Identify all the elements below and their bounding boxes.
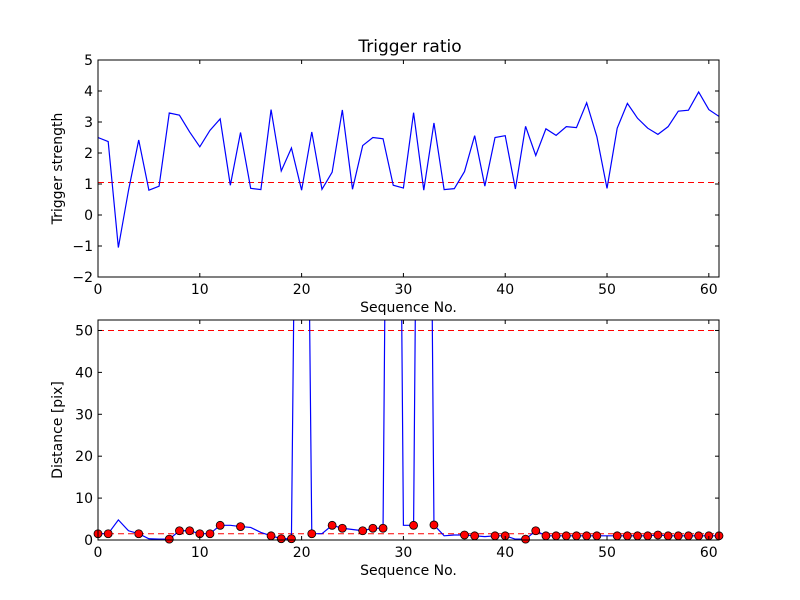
data-point [134, 529, 144, 539]
data-point [653, 530, 663, 540]
data-point [164, 534, 174, 544]
data-point [236, 522, 245, 531]
x-tick-label: 20 [293, 282, 311, 298]
bottom-plot: 0 10 20 30 40 50 60 0 10 20 30 40 50 Sequence No. Dist… [50, 319, 724, 579]
data-point [633, 531, 642, 541]
data-point [643, 531, 653, 541]
y-tick-label: 10 [75, 491, 93, 507]
x-axis-label: Sequence No. [360, 563, 457, 579]
axes-frame [97, 59, 720, 278]
data-point [205, 529, 215, 539]
data-point [185, 526, 195, 536]
data-point [103, 529, 113, 539]
x-tick-label: 20 [293, 545, 311, 561]
chart-title: Trigger ratio [357, 37, 461, 57]
data-point [337, 523, 347, 533]
data-point [592, 531, 602, 541]
y-tick-label: 2 [84, 146, 93, 162]
data-point [215, 520, 225, 530]
series-line [98, 90, 719, 248]
x-tick-label: 60 [700, 545, 718, 561]
data-point [327, 520, 337, 530]
plot-area [98, 320, 719, 540]
x-tick-label: 40 [496, 282, 514, 298]
data-point [429, 520, 439, 530]
x-tick-label: 50 [598, 282, 616, 298]
y-tick-label: 20 [75, 449, 93, 465]
data-point [490, 531, 500, 541]
y-tick-label: 4 [84, 84, 93, 100]
data-point [409, 520, 418, 530]
y-tick-label: 3 [84, 115, 93, 131]
x-tick-label: 30 [394, 545, 412, 561]
x-tick-label: 10 [191, 282, 209, 298]
data-point [561, 531, 571, 541]
data-point [673, 531, 683, 541]
data-point [287, 534, 296, 544]
x-tick-label: 0 [94, 545, 103, 561]
y-axis-label: Distance [pix] [50, 381, 66, 479]
y-tick-label: 50 [75, 323, 93, 339]
data-point [572, 531, 581, 541]
data-point [307, 529, 317, 539]
top-plot: 0 10 20 30 40 50 60 −2 −1 0 1 2 3 4 5 Sequence No. Trigg… [50, 53, 720, 316]
data-point [531, 526, 541, 536]
y-tick-label: 40 [75, 365, 93, 381]
x-tick-label: 0 [94, 282, 103, 298]
data-point [266, 531, 276, 541]
x-axis-label: Sequence No. [360, 300, 457, 316]
data-point [368, 523, 378, 533]
x-tick-label: 10 [191, 545, 209, 561]
data-point [358, 526, 368, 536]
data-point [582, 531, 592, 541]
data-point [470, 531, 480, 541]
data-point [612, 531, 622, 541]
y-tick-label: −1 [72, 239, 93, 255]
x-tick-label: 50 [598, 545, 616, 561]
data-point [622, 531, 632, 541]
data-point [694, 531, 704, 541]
data-point [684, 531, 693, 541]
data-point [175, 526, 184, 536]
plot-area [98, 60, 719, 277]
y-tick-label: −2 [72, 270, 93, 286]
y-tick-label: 0 [84, 533, 93, 549]
axes-frame [97, 319, 720, 541]
data-point [460, 530, 469, 540]
y-axis-label: Trigger strength [50, 113, 66, 226]
y-tick-label: 1 [84, 177, 93, 193]
data-point [276, 534, 286, 544]
x-tick-label: 40 [496, 545, 514, 561]
data-point [663, 531, 673, 541]
y-tick-label: 0 [84, 208, 93, 224]
data-point [378, 523, 388, 533]
y-tick-label: 5 [84, 53, 93, 69]
x-tick-label: 60 [700, 282, 718, 298]
x-tick-label: 30 [394, 282, 412, 298]
data-point [521, 534, 530, 544]
data-point [551, 531, 561, 541]
data-point [541, 531, 551, 541]
y-tick-label: 30 [75, 407, 93, 423]
